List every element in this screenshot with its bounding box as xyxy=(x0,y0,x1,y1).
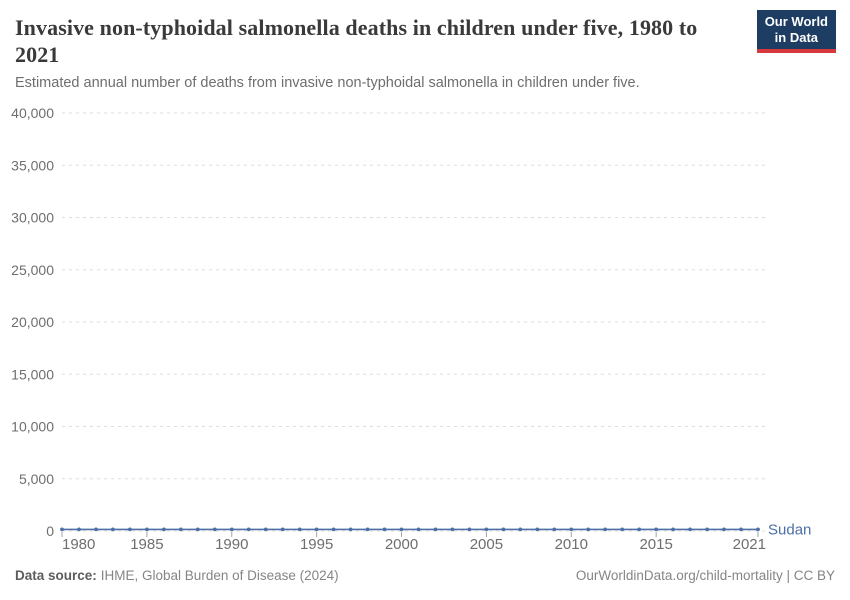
x-tick-label: 1980 xyxy=(62,536,95,553)
y-tick-label: 10,000 xyxy=(11,419,54,435)
x-tick-label: 1990 xyxy=(215,536,248,553)
owid-link[interactable]: OurWorldinData.org/child-mortality | CC … xyxy=(575,568,835,583)
data-point[interactable] xyxy=(145,527,149,532)
data-point[interactable] xyxy=(637,527,642,532)
owid-logo-line2: in Data xyxy=(774,30,819,45)
data-point[interactable] xyxy=(212,527,217,532)
data-point[interactable] xyxy=(178,527,183,532)
data-point[interactable] xyxy=(111,527,115,532)
data-point[interactable] xyxy=(314,527,319,532)
x-tick-label: 2000 xyxy=(385,536,418,553)
data-point[interactable] xyxy=(127,527,132,532)
x-tick-label: 2005 xyxy=(470,536,503,553)
y-tick-label: 15,000 xyxy=(11,366,54,382)
data-point[interactable] xyxy=(331,527,336,532)
data-source-value: IHME, Global Burden of Disease (2024) xyxy=(100,568,339,583)
data-point[interactable] xyxy=(705,527,709,532)
chart-subtitle: Estimated annual number of deaths from i… xyxy=(15,75,640,91)
y-tick-label: 5,000 xyxy=(19,471,54,487)
data-point[interactable] xyxy=(620,527,625,532)
x-tick-label: 1985 xyxy=(130,536,163,553)
data-point[interactable] xyxy=(569,527,574,532)
owid-logo[interactable]: Our World in Data xyxy=(756,10,836,53)
y-tick-label: 20,000 xyxy=(11,314,54,330)
y-tick-label: 0 xyxy=(46,523,54,539)
data-point[interactable] xyxy=(535,527,540,532)
data-point[interactable] xyxy=(688,527,692,532)
data-point[interactable] xyxy=(467,527,472,532)
y-tick-label: 30,000 xyxy=(11,210,54,226)
data-point[interactable] xyxy=(603,527,608,532)
data-point[interactable] xyxy=(94,527,98,532)
data-point[interactable] xyxy=(484,527,489,532)
data-point[interactable] xyxy=(501,527,506,532)
data-point[interactable] xyxy=(433,527,438,532)
x-tick-label: 2015 xyxy=(639,536,672,553)
y-tick-label: 40,000 xyxy=(11,105,54,121)
data-point[interactable] xyxy=(60,527,64,532)
x-tick-label: 1995 xyxy=(300,536,333,553)
data-point[interactable] xyxy=(229,527,234,532)
data-point[interactable] xyxy=(756,527,760,532)
entity-label[interactable]: Sudan xyxy=(768,521,811,538)
data-point[interactable] xyxy=(671,527,675,532)
y-tick-label: 35,000 xyxy=(11,157,54,173)
data-point[interactable] xyxy=(365,527,370,532)
data-point[interactable] xyxy=(246,527,251,532)
data-point[interactable] xyxy=(263,527,268,532)
data-point[interactable] xyxy=(162,527,166,532)
page-title: Invasive non-typhoidal salmonella deaths… xyxy=(15,15,698,67)
data-point[interactable] xyxy=(552,527,557,532)
x-tick-label: 2010 xyxy=(555,536,588,553)
x-tick-label: 2021 xyxy=(733,536,766,553)
data-source: Data source: IHME, Global Burden of Disea… xyxy=(15,568,339,583)
chart-footer: Data source: IHME, Global Burden of Disea… xyxy=(0,568,850,583)
data-point[interactable] xyxy=(518,527,523,532)
owid-logo-line1: Our World xyxy=(764,14,828,29)
y-tick-label: 25,000 xyxy=(11,262,54,278)
data-point[interactable] xyxy=(450,527,455,532)
data-point[interactable] xyxy=(195,527,200,532)
data-point[interactable] xyxy=(399,527,404,532)
data-point[interactable] xyxy=(348,527,353,532)
data-point[interactable] xyxy=(382,527,387,532)
data-point[interactable] xyxy=(77,527,81,532)
data-point[interactable] xyxy=(654,527,658,532)
data-point[interactable] xyxy=(297,527,302,532)
data-point[interactable] xyxy=(586,527,591,532)
data-point[interactable] xyxy=(722,527,726,532)
data-point[interactable] xyxy=(739,527,743,532)
data-source-label: Data source: xyxy=(15,568,97,583)
data-point[interactable] xyxy=(416,527,421,532)
data-point[interactable] xyxy=(280,527,285,532)
